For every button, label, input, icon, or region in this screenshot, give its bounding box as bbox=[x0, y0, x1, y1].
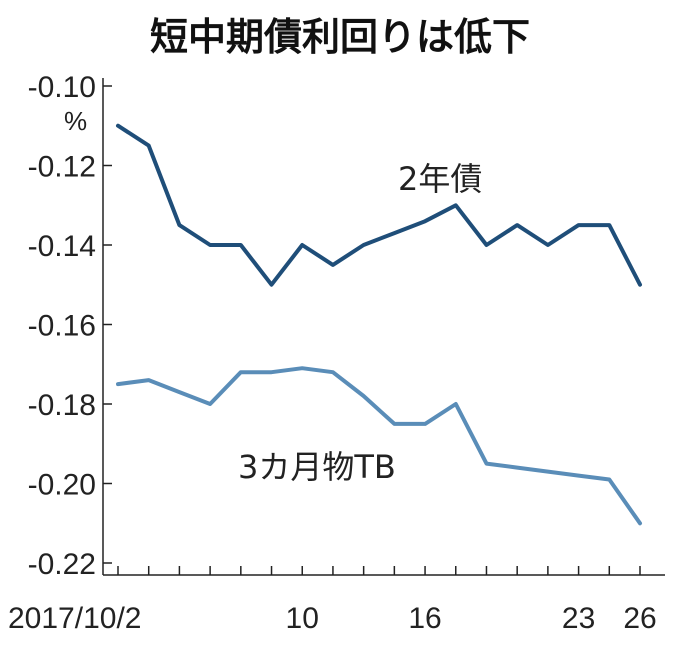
x-tick-label: 2017/10/2 bbox=[8, 602, 141, 635]
x-tick-label: 10 bbox=[286, 602, 319, 635]
x-axis: 2017/10/2 10 16 23 26 bbox=[8, 566, 665, 635]
y-tick-label: -0.10 bbox=[28, 71, 96, 104]
chart-title: 短中期債利回りは低下 bbox=[150, 15, 530, 59]
y-tick-label: -0.16 bbox=[28, 310, 96, 343]
unit-label: % bbox=[64, 106, 87, 136]
y-axis: -0.10 -0.12 -0.14 -0.16 -0.18 -0.20 -0.22 bbox=[28, 71, 112, 581]
series-lines bbox=[116, 123, 642, 526]
series-line-1 bbox=[116, 366, 642, 526]
x-tick-label: 23 bbox=[562, 602, 595, 635]
y-tick-label: -0.18 bbox=[28, 389, 96, 422]
y-tick-label: -0.22 bbox=[28, 548, 96, 581]
x-tick-label: 26 bbox=[623, 602, 656, 635]
y-tick-label: -0.14 bbox=[28, 230, 96, 263]
series-line-0 bbox=[116, 123, 642, 287]
series-label-2yr: 2年債 bbox=[398, 160, 482, 198]
x-tick-label: 16 bbox=[408, 602, 441, 635]
y-tick-label: -0.20 bbox=[28, 469, 96, 502]
y-tick-label: -0.12 bbox=[28, 151, 96, 184]
series-label-3m-tb: 3カ月物TB bbox=[238, 448, 396, 486]
